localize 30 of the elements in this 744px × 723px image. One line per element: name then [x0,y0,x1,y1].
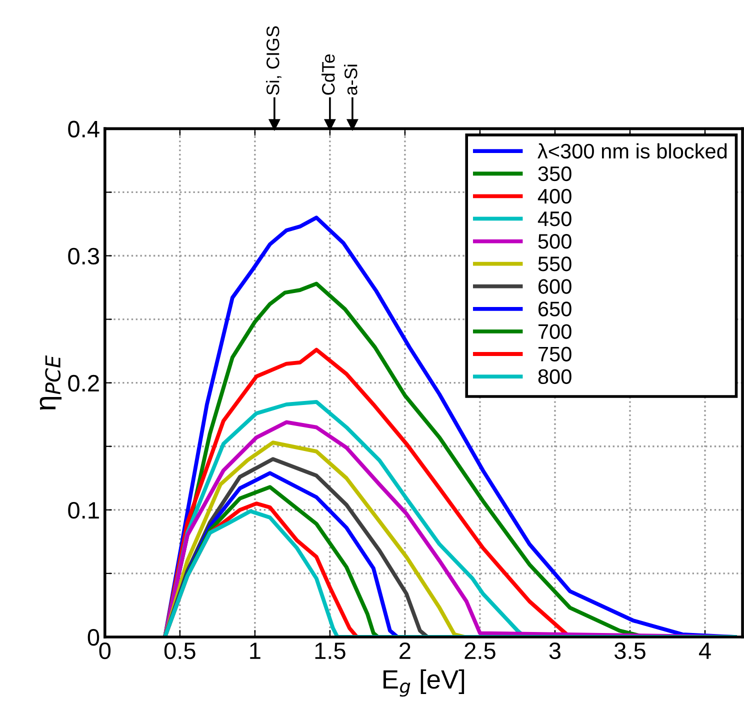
legend-label: 400 [538,188,572,204]
x-tick-label: 3.5 [614,642,646,660]
y-tick-label: 0.1 [68,502,99,519]
ref-line-label: CdTe [322,54,335,95]
x-tick-label: 0 [99,642,111,660]
legend-label: 800 [538,369,572,384]
y-tick-label: 0 [88,629,100,646]
x-tick-label: 1.5 [315,642,346,660]
y-tick-label: 0.4 [68,120,100,138]
legend-label: 650 [538,302,572,316]
legend-label: 700 [538,324,572,339]
legend-label: 350 [538,166,572,182]
legend-label: 500 [538,234,572,249]
x-axis-title: E$_{g}$ [eV] [384,669,464,697]
y-tick-label: 0.3 [68,248,100,265]
legend-label: 550 [538,256,572,272]
ref-line-label: Si, CIGS [266,26,282,95]
x-tick-label: 2.5 [464,642,496,660]
legend-label: 750 [538,346,572,362]
legend-label: 450 [538,211,572,226]
x-tick-label: 4 [698,642,711,659]
x-tick-label: 3 [549,642,561,660]
legend-label: 600 [538,279,572,294]
legend-label: λ<300 nm is blocked [538,143,727,159]
x-tick-label: 2 [400,642,410,659]
ref-line-label: a-Si [344,64,358,95]
y-axis-title: η$_{PCE}$ [40,355,62,410]
x-tick-label: 0.5 [164,642,196,660]
y-tick-label: 0.2 [68,374,99,392]
x-tick-label: 1 [250,642,260,659]
